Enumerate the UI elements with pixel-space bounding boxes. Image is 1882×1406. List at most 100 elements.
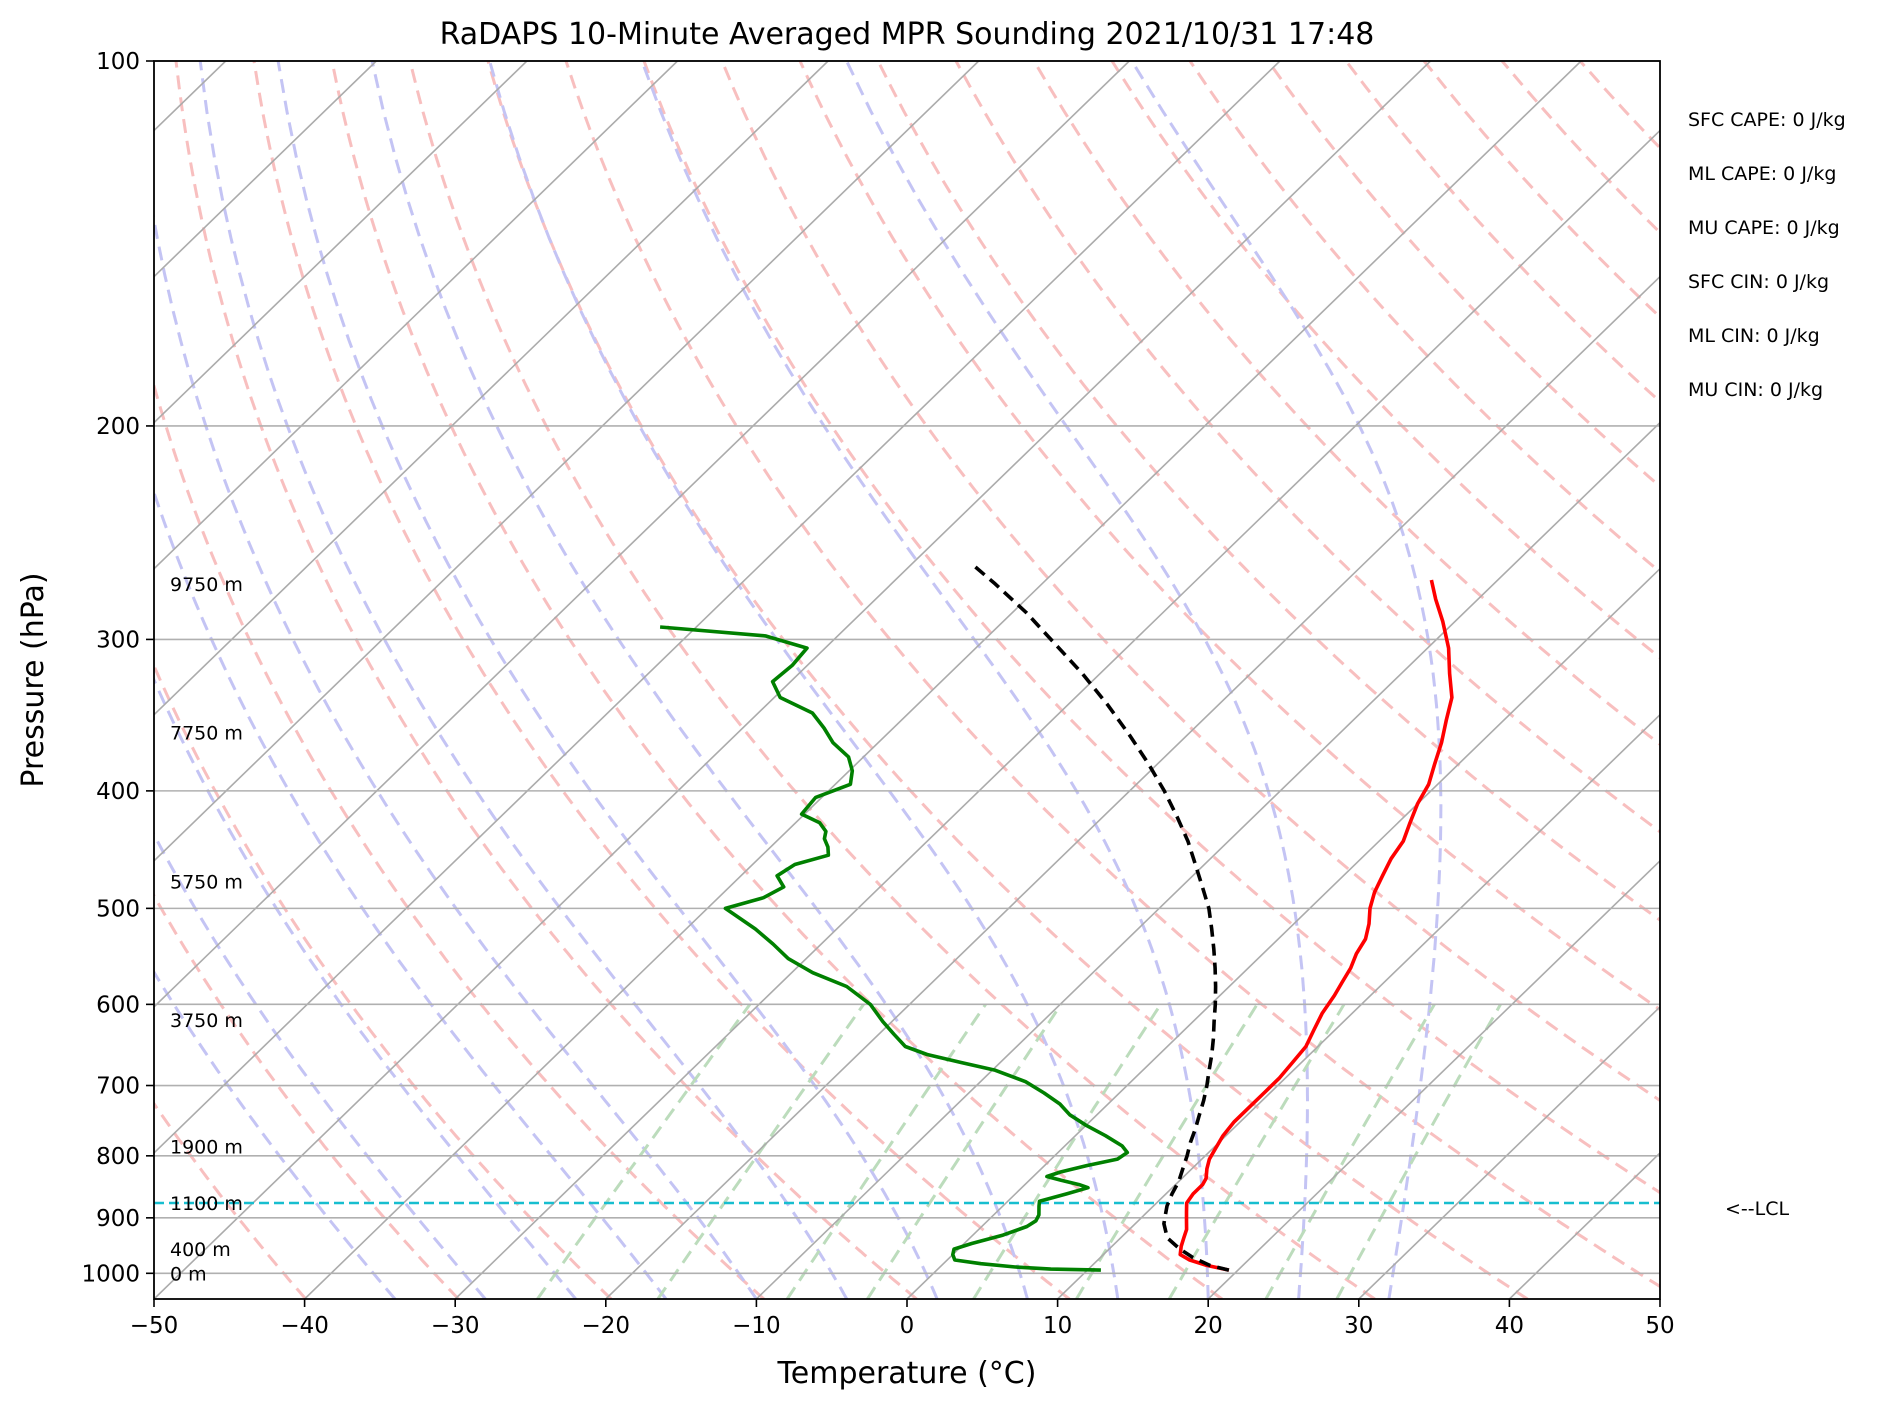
grid [154,60,1660,1275]
isotherm [304,61,1582,1299]
y-tick-label: 800 [96,1144,140,1170]
stability-indices: SFC CAPE: 0 J/kg ML CAPE: 0 J/kg MU CAPE… [1688,108,1846,432]
y-tick-label: 200 [96,414,140,440]
moist-adiabat [488,61,1120,1299]
height-label: 1100 m [170,1193,243,1215]
dry-adiabat [330,61,1223,1299]
dry-adiabat [642,61,1660,1195]
dry-adiabat [1032,61,1660,747]
reference-lines [154,61,1660,1299]
mixing-ratio-line [1335,1003,1502,1299]
dry-adiabat [1110,61,1660,660]
lcl-label: <--LCL [1725,1198,1789,1220]
mixing-ratio-line [1075,1003,1259,1299]
mixing-ratio-line [656,1003,865,1299]
moist-adiabat [154,969,397,1299]
dry-adiabat [564,61,1660,1289]
dry-adiabat [154,662,613,1299]
moist-adiabat [154,676,577,1299]
isotherm [154,61,980,862]
sfc-cin-label: SFC CIN: 0 J/kg [1688,271,1830,293]
dry-adiabat [408,61,1376,1299]
moist-adiabat [154,211,758,1299]
dry-adiabat [1188,61,1660,574]
x-tick-label: 10 [1043,1313,1072,1339]
moist-adiabat [1130,61,1443,1299]
dry-adiabat [954,61,1660,834]
isotherm [154,61,1130,1008]
isotherm [454,129,1660,1299]
y-tick-label: 100 [96,49,140,75]
temperature-profile [1178,579,1454,1272]
height-label: 5750 m [170,871,243,893]
x-tick-label: 0 [900,1313,915,1339]
mixing-ratio-line [1264,1003,1436,1299]
y-tick-label: 600 [96,992,140,1018]
mixing-ratio-line [972,1003,1162,1299]
dry-adiabat [720,61,1660,1103]
moist-adiabat [154,831,487,1299]
height-labels: 9750 m 7750 m 5750 m 3750 m 1900 m 1100 m 400 … [170,574,243,1285]
x-tick-label: −30 [431,1313,480,1339]
moist-adiabat [276,61,939,1299]
x-tick-label: −10 [732,1313,781,1339]
x-tick-label: −50 [130,1313,179,1339]
moist-adiabat [154,487,668,1299]
y-tick-label: 700 [96,1074,140,1100]
dry-adiabat [154,1101,307,1299]
y-tick-label: 500 [96,896,140,922]
mixing-ratio-line [866,1003,1063,1299]
moist-adiabat [845,61,1310,1299]
lcl-layer: <--LCL [154,1198,1789,1220]
ml-cin-label: ML CIN: 0 J/kg [1688,325,1820,347]
height-label: 9750 m [170,574,243,596]
isotherm [1207,859,1660,1299]
height-label: 0 m [170,1263,207,1285]
y-tick-label: 900 [96,1206,140,1232]
sfc-cape-label: SFC CAPE: 0 J/kg [1688,109,1846,131]
y-tick-label: 300 [96,627,140,653]
parcel-path [970,562,1230,1272]
isotherm [154,61,829,716]
height-label: 400 m [170,1239,231,1261]
isotherm [154,61,377,278]
dry-adiabat [174,61,918,1299]
ml-cape-label: ML CAPE: 0 J/kg [1688,163,1837,185]
x-tick-label: 30 [1344,1313,1373,1339]
y-tick-label: 1000 [81,1261,140,1287]
x-axis-label: Temperature (°C) [777,1356,1037,1391]
profiles [659,562,1454,1272]
isotherm [154,61,1432,1299]
isotherm [154,61,679,570]
dry-adiabat [154,892,460,1299]
y-tick-label: 400 [96,779,140,805]
mixing-ratio-line [536,1003,752,1299]
height-label: 3750 m [170,1010,243,1032]
dry-adiabat [798,61,1660,1012]
y-axis-label: Pressure (hPa) [16,572,51,787]
height-label: 7750 m [170,722,243,744]
moist-adiabat [640,61,1210,1299]
isotherm [755,421,1660,1299]
dewpoint-profile [659,625,1130,1272]
isotherm [154,61,1281,1155]
isotherm [605,275,1660,1299]
x-tick-label: 50 [1645,1313,1674,1339]
mixing-ratio-line [785,1003,987,1299]
moist-adiabat [198,61,849,1299]
mu-cape-label: MU CAPE: 0 J/kg [1688,217,1840,239]
isotherm [1057,713,1660,1299]
isotherm [906,567,1660,1299]
moist-adiabat [370,61,1029,1299]
mu-cin-label: MU CIN: 0 J/kg [1688,379,1824,401]
x-tick-label: −20 [582,1313,631,1339]
chart-title: RaDAPS 10-Minute Averaged MPR Sounding 2… [440,17,1375,52]
x-tick-label: 40 [1495,1313,1524,1339]
dry-adiabat [252,61,1071,1299]
isotherm [154,61,528,424]
isotherm [1358,1005,1660,1299]
